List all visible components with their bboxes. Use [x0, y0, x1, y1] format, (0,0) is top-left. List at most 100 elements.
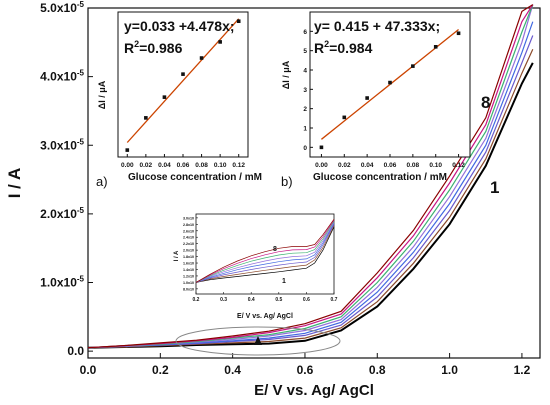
inset-b-y-tick-label: 6: [303, 29, 307, 36]
inset-a-data-point: [236, 19, 241, 24]
inset-a-data-point: [144, 116, 148, 120]
inset-a-panel-label: a): [96, 174, 108, 189]
inset-a-x-axis-label: Glucose concentration / mM: [128, 172, 262, 183]
inset-b-x-axis-label: Glucose concentration / mM: [313, 172, 447, 183]
main-y-tick-label: 2.0x10-5: [40, 206, 84, 221]
main-y-tick-label: 1.0x10-5: [40, 275, 84, 290]
inset-b-y-tick-label: 5: [303, 48, 307, 55]
inset-b-x-tick-label: 0.08: [407, 162, 420, 169]
inset-b-equation: y= 0.415 + 47.333x;: [314, 18, 440, 34]
inset-c-series-line: [195, 221, 335, 283]
inset-a-x-tick-label: 0.00: [121, 162, 134, 169]
main-x-tick-label: 1.2: [514, 363, 531, 377]
main-x-tick-label: 1.0: [441, 363, 458, 377]
inset-c-y-tick-label: 2.8x10: [183, 223, 194, 227]
inset-c-y-tick-label: 2.2x10: [183, 242, 194, 246]
inset-b-x-tick-label: 0.12: [452, 162, 465, 169]
inset-c-y-axis-label: I / A: [174, 250, 180, 261]
inset-b-x-tick-label: 0.10: [429, 162, 442, 169]
inset-c-x-tick-label: 0.4: [248, 297, 255, 303]
inset-c-series-line: [195, 220, 335, 283]
main-plot-frame: [87, 7, 541, 359]
main-x-tick-label: 0.2: [152, 363, 169, 377]
inset-b-data-point: [456, 31, 461, 36]
main-x-tick-label: 0.6: [297, 363, 314, 377]
inset-b-x-tick-label: 0.06: [384, 162, 397, 169]
main-y-tick-label: 0.0: [67, 344, 84, 358]
inset-a-fit-line: [126, 18, 240, 143]
inset-a-x-tick-label: 0.08: [195, 162, 208, 169]
inset-c-curve-label-8: 8: [273, 246, 277, 253]
main-series-line: [87, 21, 534, 349]
main-x-tick-label: 0.0: [80, 363, 97, 377]
inset-c-frame: [195, 213, 335, 295]
inset-c-curve-label-1: 1: [282, 278, 286, 285]
main-series-line: [87, 4, 534, 349]
inset-c-y-tick-label: 2.0x10: [183, 249, 194, 253]
inset-b-y-tick-label: 4: [303, 68, 307, 75]
inset-b-r2: R2=0.984: [314, 39, 373, 56]
inset-c-x-tick-label: 0.2: [193, 297, 200, 303]
inset-c-y-tick-label: 8.0x10: [183, 287, 194, 291]
main-series-line: [87, 4, 534, 349]
inset-b-y-tick-label: 1: [303, 126, 307, 133]
inset-b-data-point: [365, 96, 369, 100]
inset-b-y-tick-label: 2: [303, 106, 307, 113]
inset-b-y-tick-label: 3: [303, 87, 307, 94]
inset-c-y-tick-label: 1.8x10: [183, 255, 194, 259]
inset-a-data-point: [125, 148, 130, 152]
inset-a-x-tick-label: 0.10: [214, 162, 227, 169]
main-series-line: [87, 4, 534, 349]
inset-a-data-point: [162, 95, 167, 99]
main-x-tick-label: 0.8: [369, 363, 386, 377]
inset-b-data-point: [388, 80, 392, 85]
inset-a-data-point: [199, 56, 204, 60]
curve-label-1: 1: [490, 178, 499, 197]
inset-c-series-line: [195, 226, 335, 283]
inset-c-y-tick-label: 3.0x10: [183, 216, 194, 220]
inset-c-y-tick-label: 1.6x10: [183, 262, 194, 266]
main-y-axis-label: I / A: [5, 168, 24, 199]
inset-b-data-point: [411, 64, 415, 68]
inset-b-y-axis-label: ΔI / μA: [281, 60, 291, 89]
inset-b-data-point: [433, 45, 438, 49]
inset-c-y-tick-label: 2.6x10: [183, 229, 194, 233]
inset-c-y-tick-label: 1.0x10: [183, 281, 194, 285]
inset-c-y-tick-label: 1.4x10: [183, 268, 194, 272]
curve-label-8: 8: [481, 93, 490, 112]
inset-c-y-tick-label: 2.4x10: [183, 236, 194, 240]
inset-a-equation: y=0.033 +4.478x;: [124, 18, 235, 34]
inset-b-y-tick-label: 0: [303, 145, 307, 152]
inset-b-x-tick-label: 0.02: [338, 162, 351, 169]
main-y-tick-label: 3.0x10-5: [40, 137, 84, 152]
inset-c-x-tick-label: 0.5: [275, 297, 282, 303]
inset-a-x-tick-label: 0.12: [232, 162, 245, 169]
inset-a-x-tick-label: 0.06: [177, 162, 190, 169]
main-x-axis-label: E/ V vs. Ag/ AgCl: [254, 382, 374, 399]
main-y-tick-label: 5.0x10-5: [40, 0, 84, 15]
inset-a-y-axis-label: ΔI / μA: [97, 80, 107, 109]
inset-b-panel-label: b): [281, 174, 293, 189]
inset-c-series-line: [195, 224, 335, 283]
inset-a-data-point: [218, 40, 222, 44]
inset-b-data-point: [319, 145, 324, 150]
inset-a-x-tick-label: 0.04: [158, 162, 171, 169]
inset-c-series-line: [195, 222, 335, 283]
inset-c-series-line: [195, 225, 335, 283]
main-x-tick-label: 0.4: [224, 363, 241, 377]
inset-b-x-tick-label: 0.04: [361, 162, 374, 169]
inset-c-series-line: [195, 223, 335, 283]
inset-b-x-tick-label: 0.00: [315, 162, 328, 169]
inset-c-x-tick-label: 0.7: [331, 297, 338, 303]
main-series-line: [87, 62, 534, 349]
inset-c-y-tick-label: 1.2x10: [183, 274, 194, 278]
inset-a-data-point: [181, 72, 185, 76]
main-y-tick-label: 4.0x10-5: [40, 69, 84, 84]
inset-a-x-tick-label: 0.02: [140, 162, 153, 169]
zoom-region-ellipse: [175, 326, 341, 356]
inset-c-x-tick-label: 0.3: [220, 297, 227, 303]
zoom-region-marker: [254, 336, 262, 345]
inset-a-r2: R2=0.986: [124, 39, 183, 56]
inset-c-x-tick-label: 0.6: [303, 297, 310, 303]
inset-c-series-line: [195, 218, 335, 283]
